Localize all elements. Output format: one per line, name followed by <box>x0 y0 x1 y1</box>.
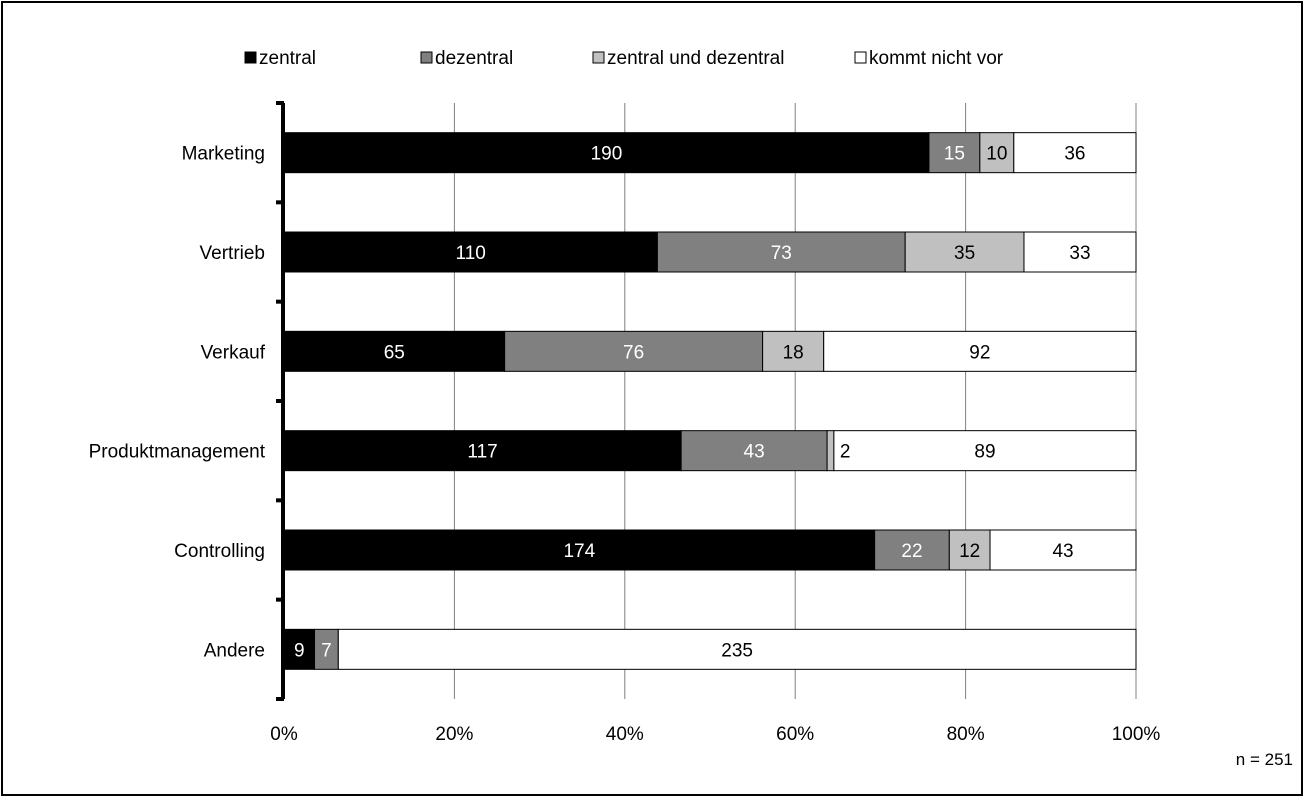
y-tick-label: Vertrieb <box>200 243 265 264</box>
legend-swatch <box>854 51 867 64</box>
legend-swatch <box>420 51 433 64</box>
y-axis <box>276 101 285 701</box>
bar-value-label: 43 <box>1052 541 1073 562</box>
bar-segment <box>283 231 658 273</box>
bar-value-label: 235 <box>721 640 753 661</box>
legend-label: dezentral <box>435 48 513 69</box>
bar-value-label: 9 <box>294 640 305 661</box>
legend-label: zentral und dezentral <box>607 48 784 69</box>
bar-segment <box>979 132 1015 174</box>
legend-item: kommt nicht vor <box>854 48 1004 69</box>
bar-segment <box>337 628 1137 670</box>
bar-value-label: 15 <box>944 144 965 165</box>
bar-value-label: 22 <box>901 541 922 562</box>
bar-segment <box>928 132 981 174</box>
x-tick-label: 80% <box>947 724 985 745</box>
bar-segment <box>1013 132 1137 174</box>
bar-value-label: 117 <box>467 442 497 463</box>
bar-value-label: 76 <box>623 342 644 363</box>
x-tick-labels: 0% 20% 40% 60% 80% 100% <box>270 724 1160 745</box>
bar-segment <box>989 529 1137 571</box>
bar-value-label: 110 <box>456 243 486 264</box>
legend-swatch <box>244 51 257 64</box>
legend-item: dezentral <box>420 48 513 69</box>
x-tick-label: 100% <box>1112 724 1161 745</box>
y-tick-label: Andere <box>204 640 265 661</box>
x-tick-label: 40% <box>606 724 644 745</box>
gridlines <box>453 103 1137 699</box>
x-tick-label: 0% <box>270 724 298 745</box>
bar-value-label: 89 <box>974 442 995 463</box>
bar-value-label: 7 <box>321 640 332 661</box>
bar-value-label: 2 <box>840 442 851 463</box>
legend-label: zentral <box>259 48 316 69</box>
bar-segment <box>874 529 950 571</box>
y-tick-label: Verkauf <box>201 342 266 363</box>
bar-value-label: 12 <box>959 541 980 562</box>
bar-value-label: 33 <box>1069 243 1090 264</box>
bar-segment <box>948 529 991 571</box>
bar-segment <box>283 529 876 571</box>
legend-label: kommt nicht vor <box>869 48 1004 69</box>
bar-value-label: 18 <box>783 342 804 363</box>
bar-segment <box>823 330 1137 372</box>
bar-segment <box>904 231 1025 273</box>
x-tick-label: 20% <box>435 724 473 745</box>
legend-swatch <box>592 51 605 64</box>
bar-segment <box>762 330 825 372</box>
legend-item: zentral und dezentral <box>592 48 784 69</box>
bars <box>283 132 1137 670</box>
y-tick-label: Produktmanagement <box>89 442 266 463</box>
x-tick-label: 60% <box>776 724 814 745</box>
sample-size-note: n = 251 <box>1236 750 1293 769</box>
bar-segment <box>833 430 1137 472</box>
bar-segment <box>656 231 906 273</box>
bar-segment <box>826 430 835 472</box>
legend: zentral dezentral zentral und dezentral kom… <box>244 48 1004 69</box>
bar-value-label: 174 <box>563 541 595 562</box>
bar-value-label: 73 <box>771 243 792 264</box>
bar-value-label: 65 <box>384 342 405 363</box>
bar-value-label: 35 <box>954 243 975 264</box>
bar-value-label: 10 <box>986 144 1007 165</box>
bar-segment <box>1023 231 1137 273</box>
y-tick-label: Controlling <box>174 541 265 562</box>
bar-value-label: 92 <box>969 342 990 363</box>
stacked-bar-chart: 190 15 10 36 110 73 35 33 65 76 18 92 117 43 2 89 174 22 1… <box>89 48 1293 769</box>
y-tick-label: Marketing <box>182 144 265 165</box>
bar-segment <box>283 330 506 372</box>
legend-item: zentral <box>244 48 316 69</box>
bar-segment <box>283 132 930 174</box>
bar-labels: 190 15 10 36 110 73 35 33 65 76 18 92 117 43 2 89 174 22 1… <box>294 144 1091 662</box>
y-tick-labels: Marketing Vertrieb Verkauf Produktmanagemen… <box>89 144 266 662</box>
bar-value-label: 190 <box>591 144 623 165</box>
bar-value-label: 43 <box>744 442 765 463</box>
bar-value-label: 36 <box>1064 144 1085 165</box>
